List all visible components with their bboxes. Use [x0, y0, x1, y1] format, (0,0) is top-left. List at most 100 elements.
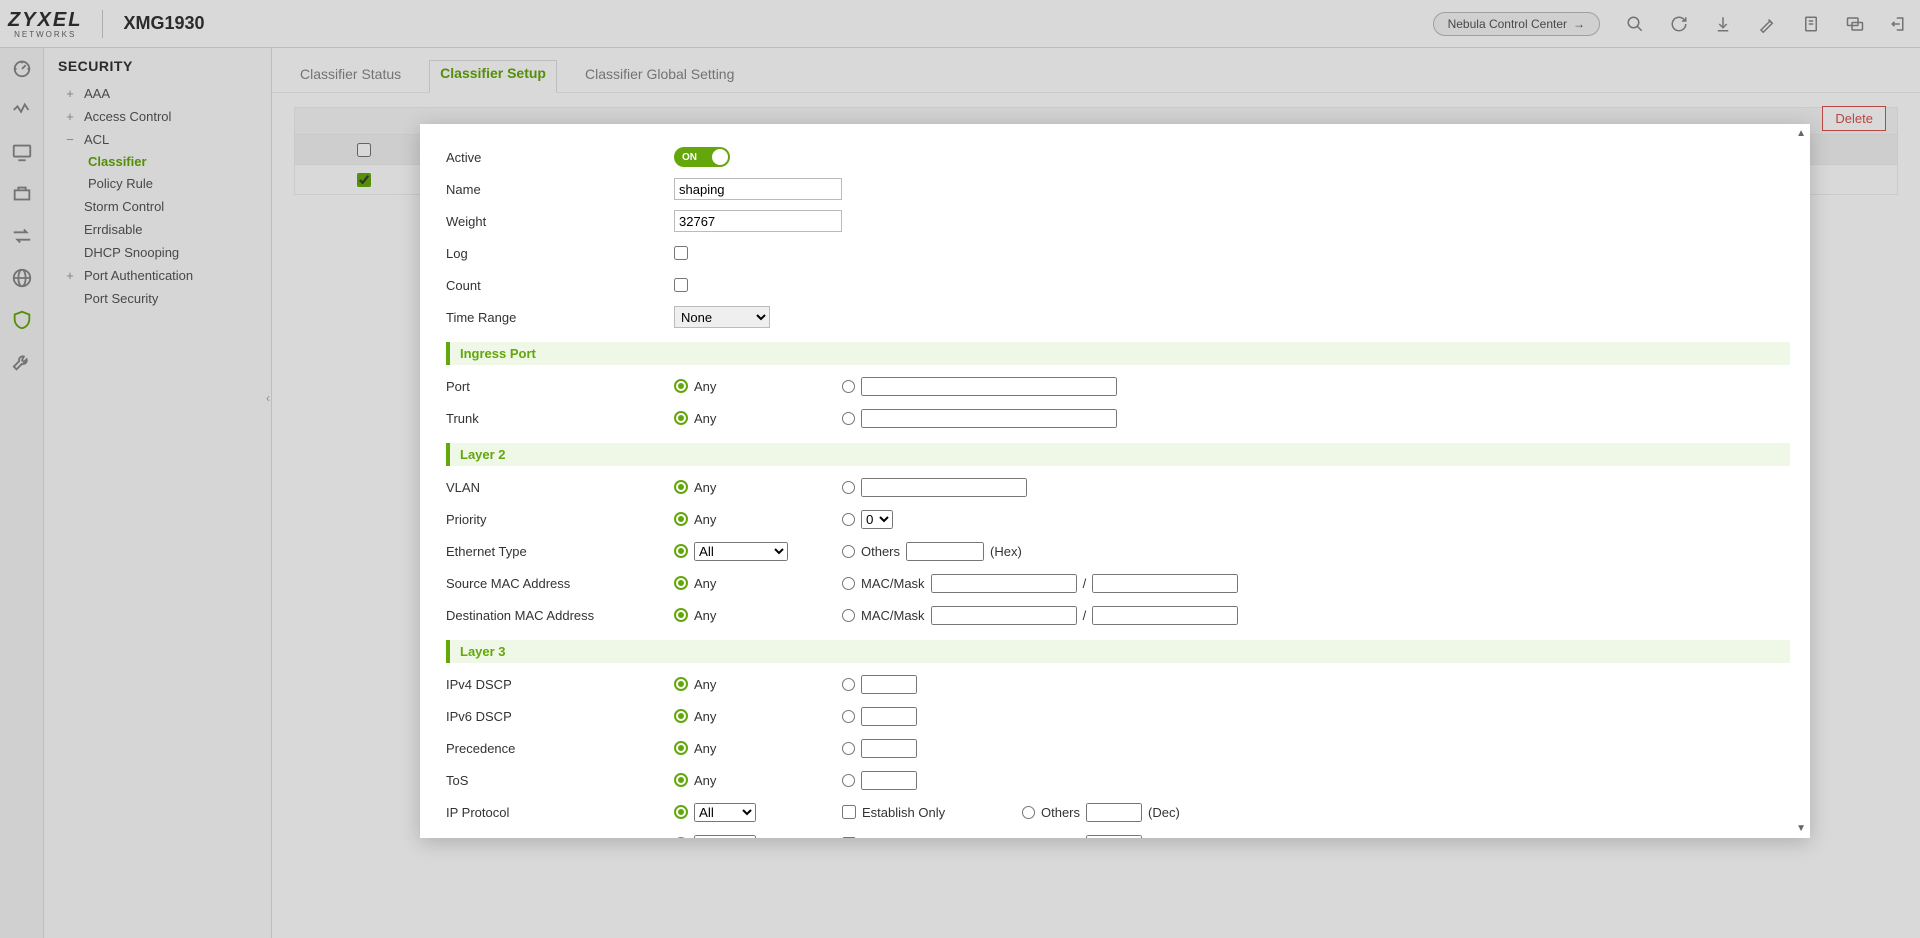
eth-others-radio[interactable] [842, 545, 855, 558]
tos-spec-radio[interactable] [842, 774, 855, 787]
nh-select[interactable]: All [694, 835, 756, 839]
dscp6-any-radio[interactable] [674, 709, 688, 723]
prec-spec-radio[interactable] [842, 742, 855, 755]
active-toggle[interactable]: ON [674, 147, 730, 167]
priority-label: Priority [446, 512, 674, 527]
maintenance-icon[interactable] [10, 350, 34, 374]
nh-establish-checkbox[interactable] [842, 837, 856, 838]
nav-aaa[interactable]: +AAA [44, 82, 271, 105]
nav-errdisable[interactable]: Errdisable [44, 218, 271, 241]
establish-checkbox[interactable] [842, 805, 856, 819]
dscp6-input[interactable] [861, 707, 917, 726]
weight-label: Weight [446, 214, 674, 229]
tos-input[interactable] [861, 771, 917, 790]
nh-label: IPv6 Next Header [446, 837, 674, 839]
tab-classifier-global[interactable]: Classifier Global Setting [579, 60, 740, 92]
count-checkbox[interactable] [674, 278, 688, 292]
prec-any-radio[interactable] [674, 741, 688, 755]
system-icon[interactable] [10, 140, 34, 164]
weight-input[interactable] [674, 210, 842, 232]
nav-dhcp-snooping[interactable]: DHCP Snooping [44, 241, 271, 264]
priority-spec-radio[interactable] [842, 513, 855, 526]
sidebar-title: SECURITY [44, 54, 271, 82]
dashboard-icon[interactable] [10, 56, 34, 80]
dstmac-input[interactable] [931, 606, 1077, 625]
eth-all-radio[interactable] [674, 544, 688, 558]
name-label: Name [446, 182, 674, 197]
nav-port-auth[interactable]: +Port Authentication [44, 264, 271, 287]
arrow-right-icon: → [1573, 17, 1585, 31]
eth-select[interactable]: All [694, 542, 788, 561]
count-label: Count [446, 278, 674, 293]
security-icon[interactable] [10, 308, 34, 332]
notes-icon[interactable] [1802, 15, 1820, 33]
nh-all-radio[interactable] [674, 837, 688, 838]
ipproto-select[interactable]: All [694, 803, 756, 822]
networking-icon[interactable] [10, 266, 34, 290]
wizard-icon[interactable] [1758, 15, 1776, 33]
eth-others-input[interactable] [906, 542, 984, 561]
vlan-input[interactable] [861, 478, 1027, 497]
ipproto-others-input[interactable] [1086, 803, 1142, 822]
dstmac-label: Destination MAC Address [446, 608, 674, 623]
dstmask-input[interactable] [1092, 606, 1238, 625]
priority-select[interactable]: 0 [861, 510, 893, 529]
dstmac-spec-radio[interactable] [842, 609, 855, 622]
delete-button[interactable]: Delete [1822, 106, 1886, 131]
scroll-up-icon[interactable]: ▲ [1796, 128, 1806, 139]
nav-access-control[interactable]: +Access Control [44, 105, 271, 128]
tos-any-radio[interactable] [674, 773, 688, 787]
port-icon[interactable] [10, 182, 34, 206]
port-spec-radio[interactable] [842, 380, 855, 393]
scroll-down-icon[interactable]: ▼ [1796, 823, 1806, 834]
logout-icon[interactable] [1890, 15, 1908, 33]
forum-icon[interactable] [1846, 15, 1864, 33]
dscp4-input[interactable] [861, 675, 917, 694]
classifier-modal: ▲ ▼ Active ON Name Weight Log Count Tim [420, 124, 1810, 838]
priority-any-radio[interactable] [674, 512, 688, 526]
nh-others-radio[interactable] [1022, 838, 1035, 839]
dstmac-any-radio[interactable] [674, 608, 688, 622]
srcmac-any-radio[interactable] [674, 576, 688, 590]
prec-input[interactable] [861, 739, 917, 758]
ipproto-label: IP Protocol [446, 805, 674, 820]
name-input[interactable] [674, 178, 842, 200]
tab-classifier-setup[interactable]: Classifier Setup [440, 65, 546, 81]
port-input[interactable] [861, 377, 1117, 396]
active-label: Active [446, 150, 674, 165]
srcmask-input[interactable] [1092, 574, 1238, 593]
trunk-any-radio[interactable] [674, 411, 688, 425]
tab-classifier-status[interactable]: Classifier Status [294, 60, 407, 92]
nav-acl[interactable]: −ACL [44, 128, 271, 151]
vlan-spec-radio[interactable] [842, 481, 855, 494]
nebula-label: Nebula Control Center [1448, 17, 1567, 31]
dscp6-spec-radio[interactable] [842, 710, 855, 723]
trunk-input[interactable] [861, 409, 1117, 428]
nav-port-security[interactable]: Port Security [44, 287, 271, 310]
save-icon[interactable] [1714, 15, 1732, 33]
nh-others-input[interactable] [1086, 835, 1142, 839]
ipproto-all-radio[interactable] [674, 805, 688, 819]
nebula-control-button[interactable]: Nebula Control Center → [1433, 12, 1600, 36]
row-checkbox[interactable] [357, 143, 371, 157]
trunk-spec-radio[interactable] [842, 412, 855, 425]
ipproto-others-radio[interactable] [1022, 806, 1035, 819]
logo: ZYXEL NETWORKS XMG1930 [8, 9, 205, 39]
nav-classifier[interactable]: Classifier [44, 151, 271, 173]
row-checkbox[interactable] [357, 173, 371, 187]
log-checkbox[interactable] [674, 246, 688, 260]
port-any-radio[interactable] [674, 379, 688, 393]
nav-storm[interactable]: Storm Control [44, 195, 271, 218]
switching-icon[interactable] [10, 224, 34, 248]
search-icon[interactable] [1626, 15, 1644, 33]
vlan-any-radio[interactable] [674, 480, 688, 494]
monitor-icon[interactable] [10, 98, 34, 122]
refresh-icon[interactable] [1670, 15, 1688, 33]
timerange-select[interactable]: None [674, 306, 770, 328]
dscp4-any-radio[interactable] [674, 677, 688, 691]
srcmac-spec-radio[interactable] [842, 577, 855, 590]
srcmac-input[interactable] [931, 574, 1077, 593]
nav-policy-rule[interactable]: Policy Rule [44, 173, 271, 195]
dscp4-spec-radio[interactable] [842, 678, 855, 691]
sidebar: SECURITY +AAA +Access Control −ACL Class… [44, 48, 272, 938]
